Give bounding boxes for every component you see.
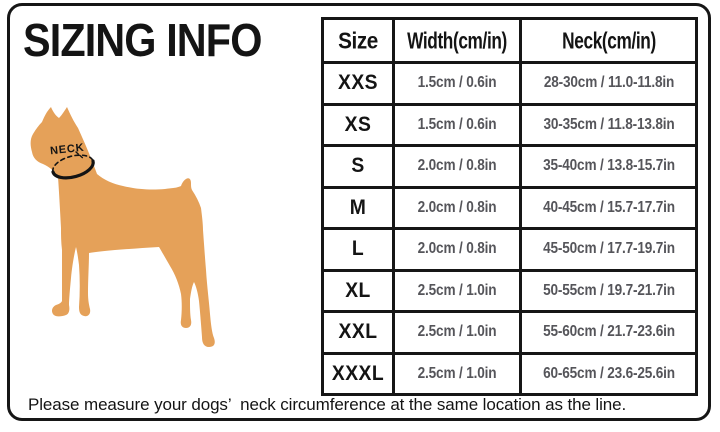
collar-dashed-line: [51, 154, 94, 173]
cell-neck: 50-55cm / 19.7-21.7in: [519, 268, 698, 313]
table-row: M 2.0cm / 0.8in 40-45cm / 15.7-17.7in: [321, 185, 698, 230]
cell-size: M: [321, 185, 395, 230]
table-row: XXXL 2.5cm / 1.0in 60-65cm / 23.6-25.6in: [321, 351, 698, 396]
table-row: S 2.0cm / 0.8in 35-40cm / 13.8-15.7in: [321, 144, 698, 189]
cell-neck: 55-60cm / 21.7-23.6in: [519, 310, 698, 355]
cell-width: 2.0cm / 0.8in: [392, 227, 522, 272]
cell-neck: 40-45cm / 15.7-17.7in: [519, 185, 698, 230]
table-row: L 2.0cm / 0.8in 45-50cm / 17.7-19.7in: [321, 227, 698, 272]
neck-pointer-dash: [75, 151, 85, 160]
cell-neck: 60-65cm / 23.6-25.6in: [519, 351, 698, 396]
table-row: XL 2.5cm / 1.0in 50-55cm / 19.7-21.7in: [321, 268, 698, 313]
dog-illustration: NECK: [25, 95, 230, 355]
cell-neck: 35-40cm / 13.8-15.7in: [519, 144, 698, 189]
header-size: Size: [321, 17, 395, 64]
cell-size: XS: [321, 102, 395, 147]
collar-solid-line: [51, 159, 95, 180]
cell-neck: 28-30cm / 11.0-11.8in: [519, 61, 698, 106]
cell-size: L: [321, 227, 395, 272]
cell-size: XXXL: [321, 351, 395, 396]
table-row: XS 1.5cm / 0.6in 30-35cm / 11.8-13.8in: [321, 102, 698, 147]
cell-size: XXL: [321, 310, 395, 355]
header-neck: Neck(cm/in): [519, 17, 698, 64]
cell-width: 2.5cm / 1.0in: [392, 310, 522, 355]
cell-width: 2.0cm / 0.8in: [392, 144, 522, 189]
sizing-table: Size Width(cm/in) Neck(cm/in) XXS 1.5cm …: [321, 17, 698, 396]
cell-size: XL: [321, 268, 395, 313]
measurement-note: Please measure your dogs’ neck circumfer…: [28, 395, 627, 414]
table-header-row: Size Width(cm/in) Neck(cm/in): [321, 17, 698, 64]
cell-width: 2.5cm / 1.0in: [392, 268, 522, 313]
cell-width: 1.5cm / 0.6in: [392, 61, 522, 106]
neck-label: NECK: [50, 142, 85, 158]
cell-neck: 30-35cm / 11.8-13.8in: [519, 102, 698, 147]
cell-size: XXS: [321, 61, 395, 106]
header-width: Width(cm/in): [392, 17, 522, 64]
table-row: XXS 1.5cm / 0.6in 28-30cm / 11.0-11.8in: [321, 61, 698, 106]
cell-width: 1.5cm / 0.6in: [392, 102, 522, 147]
cell-neck: 45-50cm / 17.7-19.7in: [519, 227, 698, 272]
dog-silhouette-shape: [30, 107, 215, 347]
cell-size: S: [321, 144, 395, 189]
table-row: XXL 2.5cm / 1.0in 55-60cm / 21.7-23.6in: [321, 310, 698, 355]
cell-width: 2.0cm / 0.8in: [392, 185, 522, 230]
cell-width: 2.5cm / 1.0in: [392, 351, 522, 396]
page-title: SIZING INFO: [23, 14, 262, 66]
